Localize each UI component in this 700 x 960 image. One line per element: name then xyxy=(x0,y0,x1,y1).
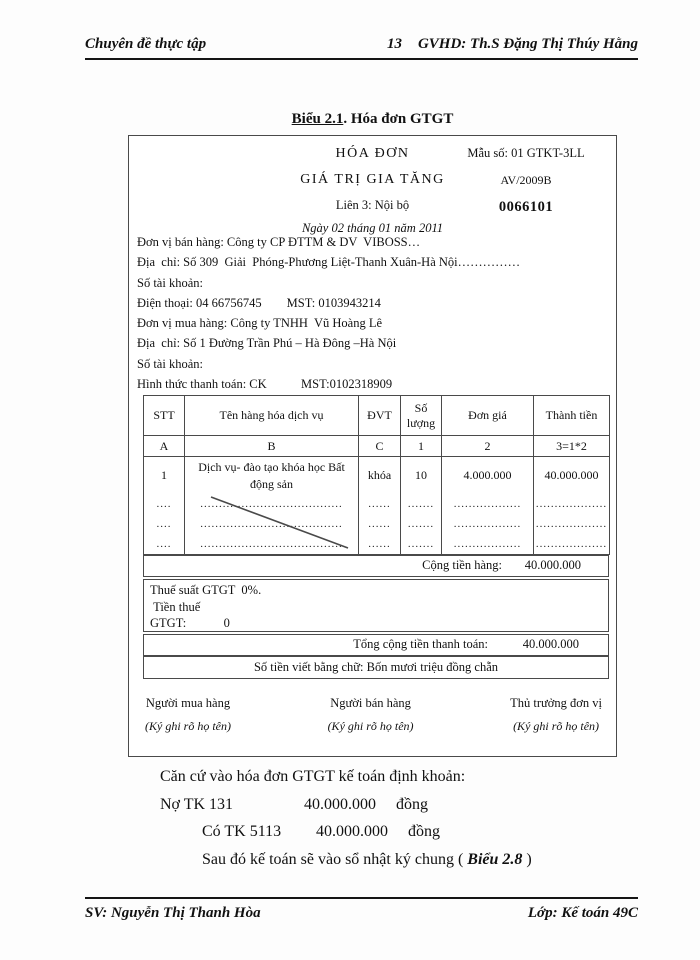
code-cell: B xyxy=(184,435,359,457)
code-cell: 3=1*2 xyxy=(533,435,610,457)
cancel-strike-line xyxy=(210,496,349,549)
journal-text-end: ) xyxy=(522,850,532,868)
credit-account: Có TK 5113 xyxy=(202,823,282,840)
table-code-row: A B C 1 2 3=1*2 xyxy=(143,435,610,457)
credit-unit: đồng xyxy=(408,823,440,840)
signature-title: Người mua hàng xyxy=(145,696,231,710)
journal-reference: Biểu 2.8 xyxy=(467,850,523,868)
code-cell: 2 xyxy=(441,435,534,457)
signature-seller: Người bán hàng (Ký ghi rõ họ tên) xyxy=(328,696,414,734)
tax-rate-line: Thuế suất GTGT 0%. xyxy=(150,583,262,597)
invoice-heading: HÓA ĐƠN GIÁ TRỊ GIA TĂNG Liên 3: Nội bộ … xyxy=(129,146,616,236)
header-course-title: Chuyên đề thực tập xyxy=(85,36,207,52)
invoice-title-line1: HÓA ĐƠN xyxy=(335,146,410,161)
note-basis-line: Căn cứ vào hóa đơn GTGT kế toán định kho… xyxy=(160,768,466,785)
journal-text: Sau đó kế toán sẽ vào sổ nhật ký chung ( xyxy=(202,850,468,868)
note-credit-line: Có TK 5113 40.000.000 đồng xyxy=(202,818,700,846)
page-number: 13 xyxy=(386,36,402,52)
credit-amount: 40.000.000 xyxy=(316,823,388,840)
figure-label: Biểu 2.1 xyxy=(291,111,344,127)
line-items-table: STT Tên hàng hóa dịch vụ ĐVT Số lượng Đơ… xyxy=(143,395,610,555)
signature-buyer: Người mua hàng (Ký ghi rõ họ tên) xyxy=(145,696,231,734)
signature-note: (Ký ghi rõ họ tên) xyxy=(513,719,600,733)
page-header: Chuyên đề thực tập 13 GVHD: Th.S Đặng Th… xyxy=(85,36,638,60)
subtotal-label: Cộng tiền hàng: xyxy=(422,558,502,572)
signature-note: (Ký ghi rõ họ tên) xyxy=(145,719,231,733)
note-debit-line: Nợ TK 131 40.000.000 đồng xyxy=(160,791,700,819)
qty-cell: 10 ....... ....... ....... xyxy=(400,456,442,555)
debit-amount: 40.000.000 xyxy=(304,795,376,813)
amount-cell: 40.000.000 ................... .........… xyxy=(533,456,610,555)
signature-title: Thủ trưởng đơn vị xyxy=(510,696,602,710)
col-header-name: Tên hàng hóa dịch vụ xyxy=(184,395,359,436)
invoice-form-info: Mẫu số: 01 GTKT-3LL AV/2009B 0066101 xyxy=(440,146,612,216)
tax-amount-caption: Tiền thuế xyxy=(150,599,201,614)
signature-title: Người bán hàng xyxy=(330,696,411,710)
form-template-number: Mẫu số: 01 GTKT-3LL xyxy=(467,146,585,160)
amount-in-words-row: Số tiền viết bằng chữ: Bốn mươi triệu đồ… xyxy=(143,656,609,679)
invoice-title-line2: GIÁ TRỊ GIA TĂNG xyxy=(300,172,445,187)
code-cell: C xyxy=(358,435,401,457)
debit-account: Nợ TK 131 xyxy=(160,795,234,813)
grand-total-label: Tổng cộng tiền thanh toán: xyxy=(353,637,488,651)
col-header-stt: STT xyxy=(143,395,185,436)
code-cell: 1 xyxy=(400,435,442,457)
col-header-price: Đơn giá xyxy=(441,395,534,436)
signature-note: (Ký ghi rõ họ tên) xyxy=(327,719,414,733)
tax-box: Thuế suất GTGT 0%. Tiền thuế GTGT: 0 xyxy=(143,579,609,632)
col-header-dvt: ĐVT xyxy=(358,395,401,436)
dvt-cell: khóa ...... ...... ...... xyxy=(358,456,401,555)
subtotal-value: 40.000.000 xyxy=(524,558,581,572)
item-name-cell: Dịch vụ- đào tạo khóa học Bất động sản .… xyxy=(184,456,359,555)
grand-total-value: 40.000.000 xyxy=(522,637,579,651)
subtotal-row: Cộng tiền hàng: 40.000.000 xyxy=(143,555,609,577)
seller-account: Số tài khoản: xyxy=(137,275,203,290)
tax-amount-line: GTGT: 0 xyxy=(150,616,230,630)
seller-phone-mst: Điện thoại: 04 66756745 MST: 0103943214 xyxy=(137,295,381,310)
col-header-qty: Số lượng xyxy=(400,395,442,436)
invoice-number: 0066101 xyxy=(498,199,554,215)
table-header-row: STT Tên hàng hóa dịch vụ ĐVT Số lượng Đơ… xyxy=(143,395,610,436)
buyer-account: Số tài khoản: xyxy=(137,356,203,371)
party-info: Đơn vị bán hàng: Công ty CP ĐTTM & DV VI… xyxy=(137,232,612,394)
page-footer: SV: Nguyễn Thị Thanh Hòa Lớp: Kế toán 49… xyxy=(85,897,638,922)
form-serial: AV/2009B xyxy=(500,173,552,187)
seller-address: Địa chỉ: Số 309 Giải Phóng-Phương Liệt-T… xyxy=(137,255,521,270)
figure-caption: . Hóa đơn GTGT xyxy=(343,111,454,127)
invoice-box: HÓA ĐƠN GIÁ TRỊ GIA TĂNG Liên 3: Nội bộ … xyxy=(128,135,617,757)
buyer-address: Địa chỉ: Số 1 Đường Trần Phú – Hà Đông –… xyxy=(137,336,397,351)
invoice-date: Ngày 02 tháng 01 năm 2011 xyxy=(301,221,444,235)
col-header-amount: Thành tiền xyxy=(533,395,610,436)
header-supervisor: GVHD: Th.S Đặng Thị Thúy Hằng xyxy=(417,36,638,52)
payment-method-mst: Hình thức thanh toán: CK MST:0102318909 xyxy=(137,377,393,392)
invoice-copy-line: Liên 3: Nội bộ xyxy=(335,198,410,212)
footer-student: SV: Nguyễn Thị Thanh Hòa xyxy=(85,905,261,921)
figure-title: Biểu 2.1. Hóa đơn GTGT xyxy=(128,111,617,128)
unit-price-cell: 4.000.000 .................. ...........… xyxy=(441,456,534,555)
stt-cell: 1 .... .... .... xyxy=(143,456,185,555)
code-cell: A xyxy=(143,435,185,457)
signature-director: Thủ trưởng đơn vị (Ký ghi rõ họ tên) xyxy=(510,696,602,734)
accounting-notes: Căn cứ vào hóa đơn GTGT kế toán định kho… xyxy=(0,763,700,873)
note-journal-line: Sau đó kế toán sẽ vào sổ nhật ký chung (… xyxy=(202,846,700,874)
debit-unit: đồng xyxy=(396,795,428,813)
table-body-row: 1 .... .... .... Dịch vụ- đào tạo khóa h… xyxy=(143,456,610,555)
footer-class: Lớp: Kế toán 49C xyxy=(527,905,638,921)
seller-unit: Đơn vị bán hàng: Công ty CP ĐTTM & DV VI… xyxy=(137,235,421,249)
signature-section: Người mua hàng (Ký ghi rõ họ tên) Người … xyxy=(145,696,602,734)
buyer-unit: Đơn vị mua hàng: Công ty TNHH Vũ Hoàng L… xyxy=(137,316,383,331)
grand-total-row: Tổng cộng tiền thanh toán: 40.000.000 xyxy=(143,634,609,656)
